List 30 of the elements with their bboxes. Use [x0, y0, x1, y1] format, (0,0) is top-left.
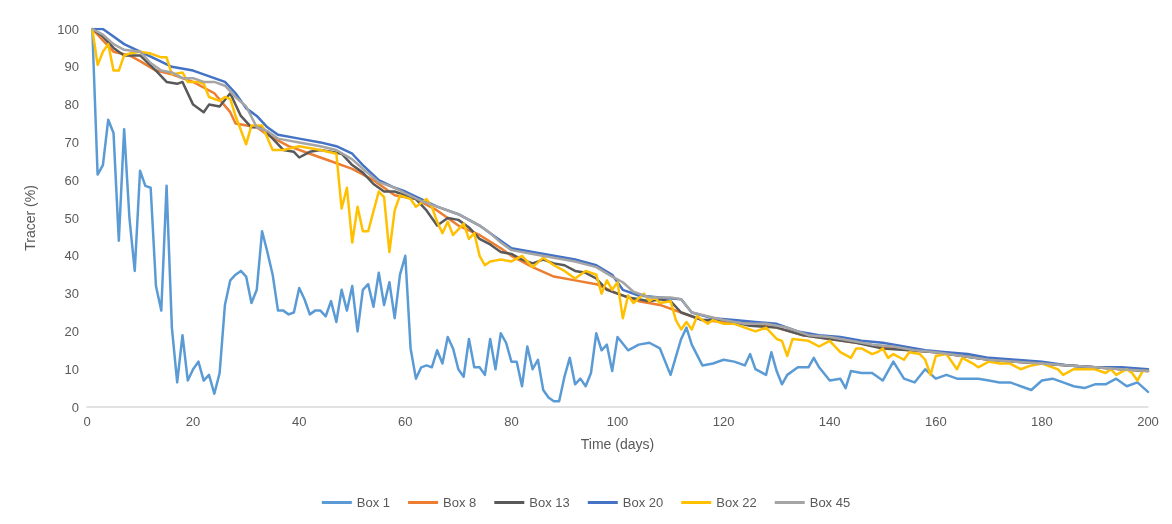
- legend-label: Box 22: [716, 495, 757, 510]
- y-tick-label: 10: [64, 361, 79, 377]
- x-tick-label: 60: [398, 414, 413, 429]
- y-tick-label: 90: [64, 59, 79, 75]
- legend-label: Box 8: [443, 495, 477, 510]
- y-tick-label: 100: [57, 21, 79, 37]
- legend-label: Box 45: [809, 495, 851, 510]
- x-tick-label: 20: [185, 414, 201, 429]
- y-tick-label: 80: [64, 97, 79, 113]
- x-tick-label: 200: [1137, 414, 1159, 429]
- y-tick-label: 60: [64, 172, 79, 188]
- y-tick-label: 40: [64, 248, 79, 264]
- x-tick-label: 80: [504, 414, 519, 429]
- y-tick-label: 50: [64, 210, 79, 226]
- legend-label: Box 13: [529, 495, 570, 510]
- legend-label: Box 1: [356, 495, 391, 510]
- x-tick-label: 180: [1031, 414, 1053, 429]
- x-tick-label: 160: [924, 414, 947, 429]
- y-tick-label: 0: [71, 399, 79, 415]
- y-tick-label: 70: [64, 134, 79, 150]
- y-tick-label: 30: [64, 286, 79, 302]
- x-tick-label: 40: [291, 414, 307, 429]
- legend-label: Box 20: [622, 495, 664, 510]
- x-axis-title: Time (days): [580, 436, 655, 452]
- y-tick-label: 20: [64, 323, 79, 339]
- x-tick-label: 100: [606, 414, 629, 429]
- y-axis-title: Tracer (%): [22, 185, 38, 251]
- x-tick-label: 140: [818, 414, 841, 429]
- x-tick-label: 0: [83, 414, 91, 429]
- x-tick-label: 120: [712, 414, 735, 429]
